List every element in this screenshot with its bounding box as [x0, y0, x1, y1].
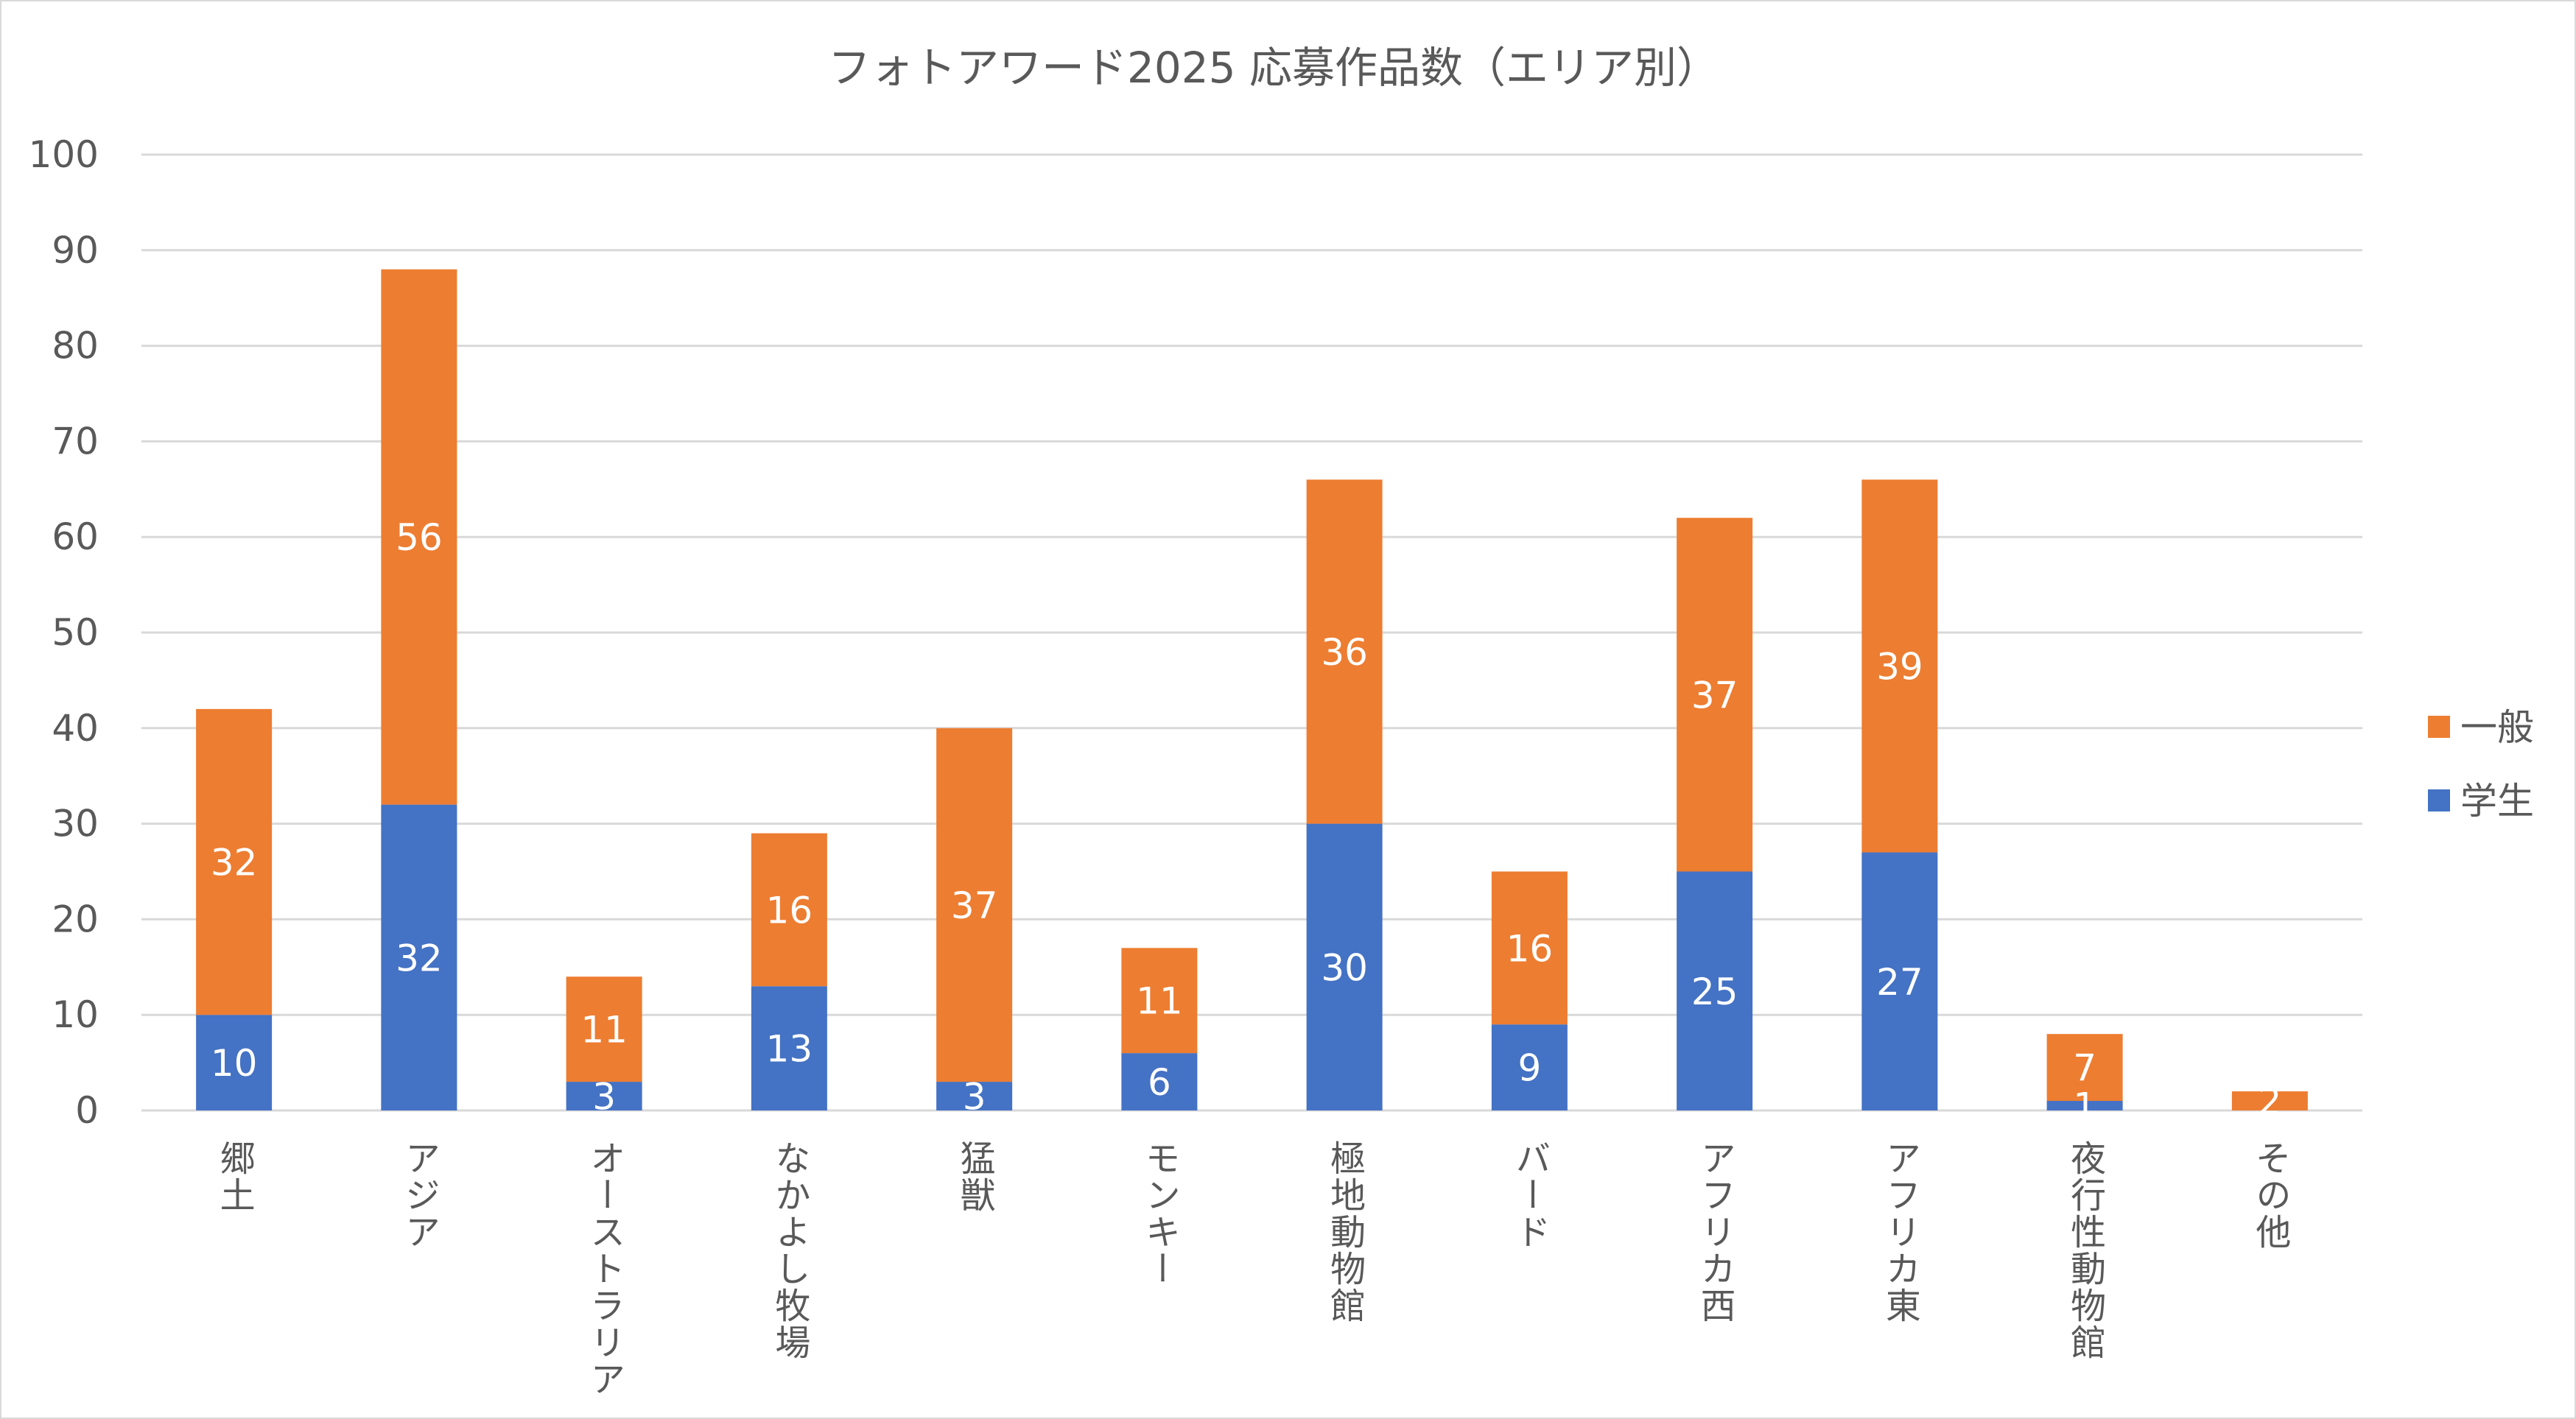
y-tick-label: 90: [52, 229, 99, 272]
y-tick-label: 60: [52, 515, 99, 558]
bar-student: [196, 1015, 273, 1110]
data-label: 25: [1691, 971, 1738, 1013]
data-label: 37: [1691, 674, 1738, 716]
gridlines: [141, 153, 2362, 1112]
data-label: 6: [1148, 1061, 1171, 1104]
x-category-label: 猛獣: [954, 1140, 995, 1214]
x-category-label: 郷土: [214, 1140, 255, 1214]
y-tick-label: 0: [75, 1089, 99, 1132]
x-category-label: モンキー: [1139, 1140, 1180, 1287]
x-category-label: 夜行性動物館: [2064, 1140, 2105, 1361]
y-tick-label: 20: [52, 898, 99, 940]
data-label: 3: [592, 1076, 616, 1119]
x-category-label: アフリカ東: [1879, 1140, 1920, 1324]
x-category-label: バード: [1509, 1140, 1550, 1250]
y-tick-label: 10: [52, 993, 99, 1036]
bar-general: [2046, 1034, 2123, 1102]
x-category-label: なかよし牧場: [768, 1140, 810, 1361]
data-label: 13: [766, 1028, 813, 1071]
x-category-label: アフリカ西: [1694, 1140, 1736, 1324]
legend-swatch: [2428, 789, 2450, 811]
data-label: 1: [2073, 1085, 2096, 1128]
bar-student: [936, 1082, 1013, 1110]
legend-label: 一般: [2460, 706, 2534, 749]
bar-student: [2046, 1101, 2123, 1110]
data-label: 11: [580, 1009, 628, 1052]
data-label: 3: [963, 1076, 986, 1119]
bar-student: [1491, 1024, 1568, 1110]
bar-general: [2231, 1091, 2308, 1110]
bar-general: [751, 833, 827, 987]
bar-general: [1306, 479, 1383, 824]
data-label: 36: [1321, 631, 1368, 674]
data-label: 39: [1876, 645, 1923, 688]
bar-student: [566, 1082, 642, 1110]
y-tick-label: 50: [52, 611, 99, 654]
x-category-label: アジア: [399, 1140, 440, 1250]
y-tick-label: 40: [52, 707, 99, 750]
x-category-label: 極地動物館: [1324, 1140, 1365, 1324]
data-label: 9: [1517, 1047, 1541, 1090]
y-tick-label: 100: [29, 133, 99, 176]
bar-student: [1861, 852, 1938, 1110]
data-labels: 10 32 32 56 3 11 13 16 3 37 6 11 30 36 9 16 25 37 27 39 17 2: [211, 516, 2281, 1127]
data-label: 56: [396, 516, 443, 559]
data-label: 30: [1321, 946, 1368, 989]
data-label: 27: [1876, 961, 1923, 1004]
bar-general: [1121, 948, 1198, 1054]
data-label: 16: [766, 889, 813, 932]
data-label: 16: [1506, 927, 1554, 970]
bar-student: [381, 804, 457, 1110]
x-category-label: その他: [2249, 1140, 2291, 1250]
bar-general: [196, 708, 273, 1015]
data-label: 11: [1136, 980, 1183, 1023]
y-tick-label: 30: [52, 803, 99, 845]
bar-student: [1306, 823, 1383, 1110]
bar-student: [1677, 871, 1753, 1110]
x-category-label: オーストラリア: [583, 1140, 625, 1398]
x-axis-categories: 郷土 アジア オーストラリア なかよし牧場 猛獣 モンキー 極地動物館 バード アフリカ西 アフリ…: [214, 1140, 2292, 1398]
data-label: 7: [2073, 1047, 2096, 1090]
data-label: 10: [211, 1042, 258, 1085]
bar-general: [1861, 479, 1938, 853]
y-tick-label: 70: [52, 420, 99, 462]
data-label: 32: [211, 842, 258, 884]
bar-general: [1677, 518, 1753, 872]
bar-student: [751, 986, 827, 1110]
data-label: 32: [396, 937, 443, 979]
bars: [196, 269, 2308, 1110]
bar-student: [1121, 1053, 1198, 1110]
bar-general: [936, 728, 1013, 1082]
bar-general: [1491, 871, 1568, 1025]
legend-label: 学生: [2460, 780, 2534, 823]
data-label: 2: [2258, 1080, 2281, 1123]
y-tick-label: 80: [52, 325, 99, 367]
bar-general: [381, 269, 457, 805]
bar-general: [566, 976, 642, 1082]
data-label: 37: [951, 884, 998, 927]
y-axis-ticks: 0 10 20 30 40 50 60 70 80 90 100: [29, 133, 99, 1132]
legend-swatch: [2428, 716, 2450, 738]
chart-title: フォトアワード2025 応募作品数（エリア別）: [828, 43, 1719, 93]
